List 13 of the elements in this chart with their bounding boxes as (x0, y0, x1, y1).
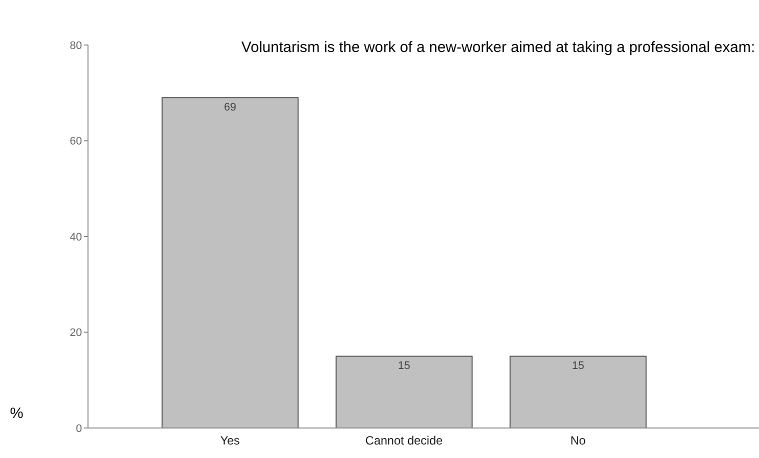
y-tick-label: 80 (70, 40, 82, 52)
y-tick-label: 40 (70, 231, 82, 244)
x-tick-label: No (570, 434, 586, 448)
y-tick-label: 20 (70, 327, 82, 340)
y-axis-title: % (10, 405, 24, 422)
x-tick-label: Yes (220, 434, 240, 448)
y-tick-label: 60 (70, 136, 82, 148)
data-label: 15 (398, 360, 410, 372)
chart-title: Voluntarism is the work of a new-worker aimed at taking a professional exam: (240, 38, 755, 58)
data-label: 69 (224, 101, 236, 114)
y-tick-label: 0 (76, 422, 82, 435)
data-label: 15 (572, 360, 584, 372)
x-tick-label: Cannot decide (365, 434, 444, 448)
